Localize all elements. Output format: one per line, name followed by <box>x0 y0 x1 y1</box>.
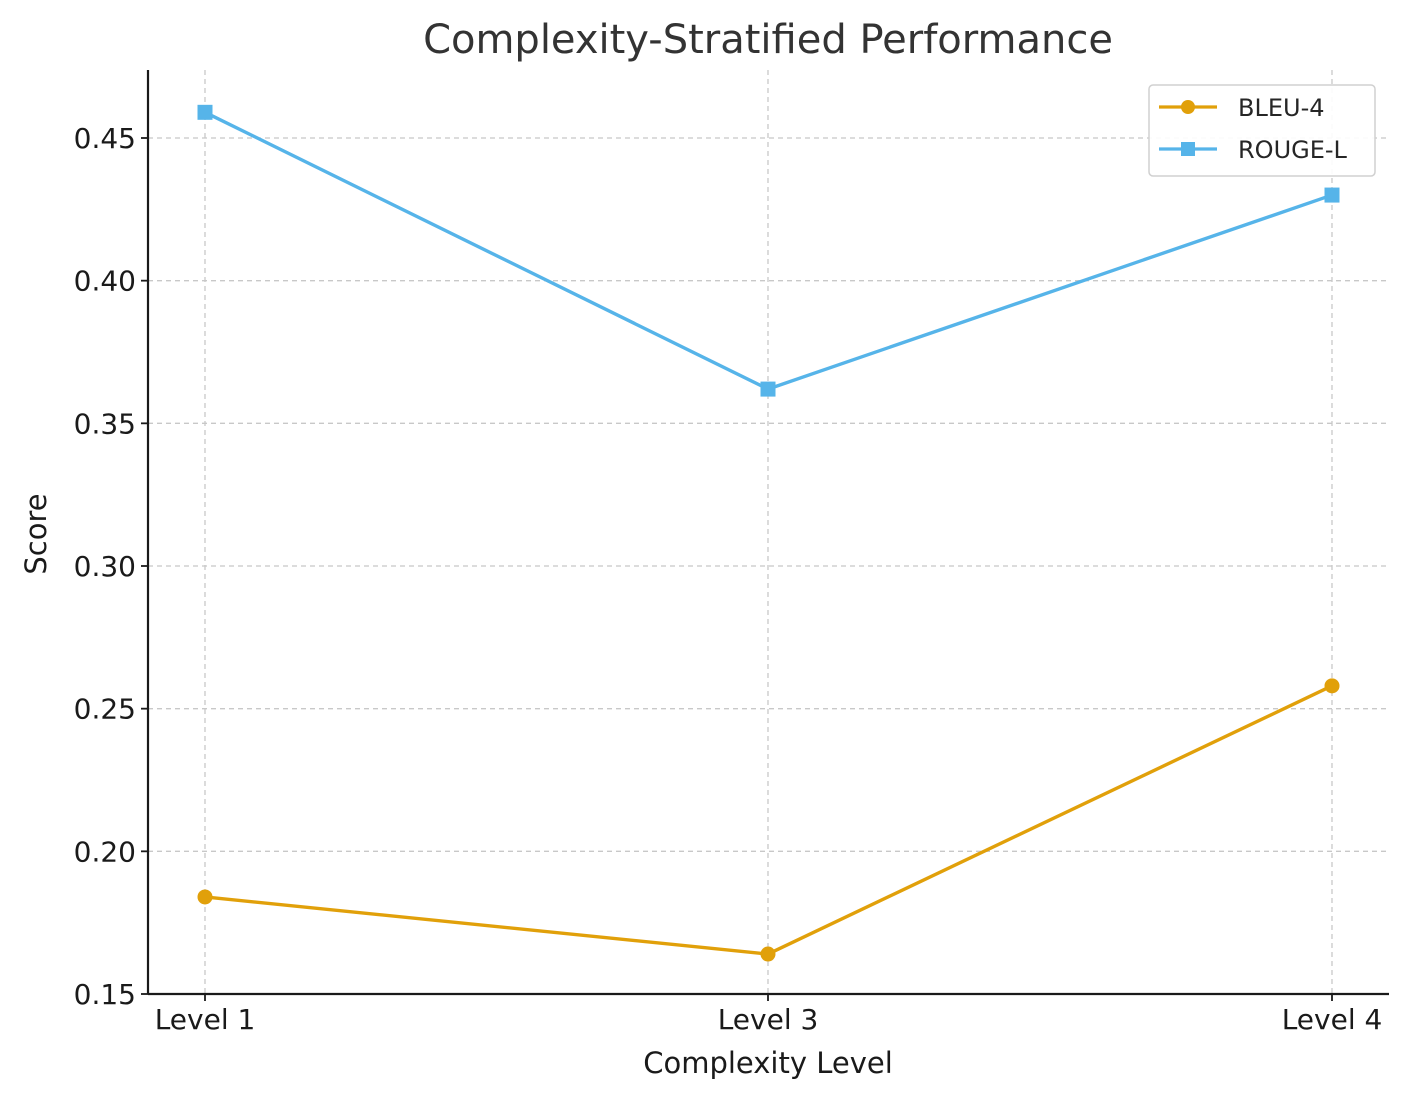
data-point-rouge-l <box>1324 187 1340 203</box>
legend-marker-rouge <box>1181 142 1195 156</box>
y-tick-label: 0.35 <box>74 407 136 440</box>
chart-title: Complexity-Stratified Performance <box>423 17 1113 63</box>
tick-labels: 0.15 0.20 0.25 0.30 0.35 0.40 0.45 Level 1 Level… <box>74 122 1383 1036</box>
y-tick-label: 0.45 <box>74 122 136 155</box>
y-tick-label: 0.15 <box>74 978 136 1011</box>
data-point-bleu-4 <box>197 889 213 905</box>
x-tick-label: Level 4 <box>1282 1003 1383 1036</box>
legend-label-rouge: ROUGE-L <box>1238 136 1348 164</box>
data-point-bleu-4 <box>1324 678 1340 694</box>
legend: BLEU-4 ROUGE-L <box>1148 84 1376 177</box>
y-tick-label: 0.40 <box>74 265 136 298</box>
data-point-bleu-4 <box>760 946 776 962</box>
y-tick-label: 0.20 <box>74 835 136 868</box>
series <box>197 104 1340 962</box>
data-point-rouge-l <box>760 381 776 397</box>
x-tick-label: Level 1 <box>155 1003 256 1036</box>
legend-label-bleu: BLEU-4 <box>1238 94 1325 122</box>
y-axis-title: Score <box>19 493 53 574</box>
x-tick-label: Level 3 <box>718 1003 819 1036</box>
y-tick-label: 0.30 <box>74 550 136 583</box>
y-tick-label: 0.25 <box>74 693 136 726</box>
data-point-rouge-l <box>197 104 213 120</box>
grid <box>148 70 1389 994</box>
x-axis-title: Complexity Level <box>643 1046 893 1080</box>
legend-marker-bleu <box>1181 100 1195 114</box>
